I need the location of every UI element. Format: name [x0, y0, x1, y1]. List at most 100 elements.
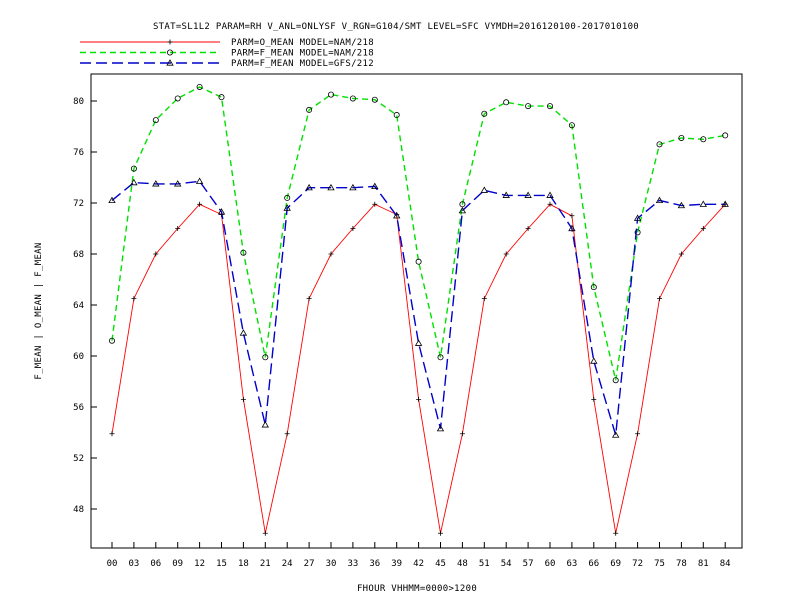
data-point	[130, 165, 137, 172]
data-point	[635, 431, 641, 437]
series-2	[109, 83, 729, 384]
data-point	[700, 226, 706, 231]
data-point	[459, 431, 465, 437]
y-tick-label: 64	[73, 301, 84, 311]
data-point	[152, 180, 160, 187]
data-point	[503, 99, 510, 106]
data-point	[261, 421, 269, 428]
data-point	[700, 136, 707, 143]
x-tick-label: 69	[610, 559, 621, 569]
legend-marker	[166, 59, 174, 66]
data-point	[262, 354, 269, 361]
data-point	[590, 357, 598, 364]
data-point	[305, 183, 313, 191]
legend-marker	[166, 49, 173, 56]
data-point	[415, 258, 422, 265]
x-tick-label: 15	[216, 559, 227, 569]
x-tick-label: 03	[128, 559, 139, 569]
data-point	[480, 186, 488, 193]
x-tick-label: 12	[194, 559, 205, 569]
data-point	[109, 337, 116, 344]
data-point	[130, 178, 138, 186]
data-point	[393, 211, 401, 219]
data-point	[414, 339, 423, 346]
data-point	[218, 94, 225, 101]
data-point	[546, 191, 554, 198]
data-point	[591, 396, 597, 402]
data-point	[262, 530, 268, 536]
data-point	[481, 110, 488, 117]
data-point	[109, 431, 115, 437]
x-axis: 00 03 06 09 12 15 18 21 24 27 30 33 36 39 42 45 48 51 54 57…	[107, 542, 731, 569]
data-point	[175, 226, 181, 231]
x-tick-label: 27	[304, 559, 315, 569]
y-tick-label: 56	[73, 403, 84, 413]
data-point	[327, 91, 334, 98]
data-point	[174, 95, 181, 102]
data-point	[525, 103, 532, 110]
data-point	[239, 329, 248, 336]
plot-frame	[90, 73, 743, 549]
x-tick-label: 63	[566, 559, 577, 569]
data-point	[547, 201, 553, 207]
x-tick-label: 45	[435, 559, 446, 569]
data-point	[306, 106, 313, 113]
data-point	[634, 229, 641, 236]
data-point	[657, 296, 662, 302]
y-axis-label: F_MEAN | O_MEAN | F_MEAN	[34, 242, 44, 379]
data-point	[678, 134, 685, 141]
legend-label: PARM=F_MEAN MODEL=GFS/212	[231, 59, 374, 69]
data-point	[437, 354, 444, 361]
x-tick-label: 42	[413, 559, 424, 569]
series-1	[109, 201, 728, 536]
data-point	[283, 204, 291, 211]
data-point	[612, 431, 620, 438]
y-tick-label: 60	[73, 352, 84, 362]
y-tick-label: 72	[73, 199, 84, 209]
data-point	[568, 224, 576, 232]
data-point	[721, 200, 729, 207]
data-point	[196, 83, 203, 90]
data-point	[195, 177, 204, 184]
data-point	[371, 182, 379, 190]
data-point	[393, 112, 400, 119]
data-point	[656, 141, 663, 148]
data-point	[349, 183, 357, 191]
data-point	[525, 226, 531, 231]
data-point	[174, 180, 182, 187]
x-tick-label: 21	[260, 559, 271, 569]
data-point	[547, 103, 554, 110]
data-point	[655, 196, 664, 204]
data-point	[613, 530, 619, 536]
data-point	[284, 194, 291, 201]
data-point	[240, 249, 247, 256]
series-line	[111, 203, 726, 534]
x-tick-label: 72	[632, 559, 643, 569]
x-tick-label: 48	[457, 559, 468, 569]
series-3	[108, 177, 729, 438]
legend-marker	[167, 39, 173, 45]
y-tick-label: 48	[73, 505, 84, 515]
data-point	[240, 396, 246, 402]
x-tick-label: 75	[654, 559, 665, 569]
x-tick-label: 54	[501, 559, 512, 569]
data-point	[349, 95, 356, 102]
x-tick-label: 36	[369, 559, 380, 569]
data-point	[436, 424, 445, 432]
y-axis: 48 52 56 60 64 68 72 76 80	[73, 97, 97, 515]
data-point	[284, 431, 290, 437]
data-point	[699, 200, 707, 207]
x-axis-label: FHOUR VHHMM=0000>1200	[357, 584, 477, 594]
data-point	[503, 251, 509, 257]
x-tick-label: 18	[238, 559, 249, 569]
data-point	[524, 191, 532, 198]
data-point	[108, 196, 116, 204]
data-point	[131, 296, 137, 302]
data-point	[217, 208, 226, 215]
x-tick-label: 09	[172, 559, 183, 569]
data-point	[678, 251, 684, 257]
data-point	[568, 122, 575, 129]
data-point	[590, 284, 597, 291]
